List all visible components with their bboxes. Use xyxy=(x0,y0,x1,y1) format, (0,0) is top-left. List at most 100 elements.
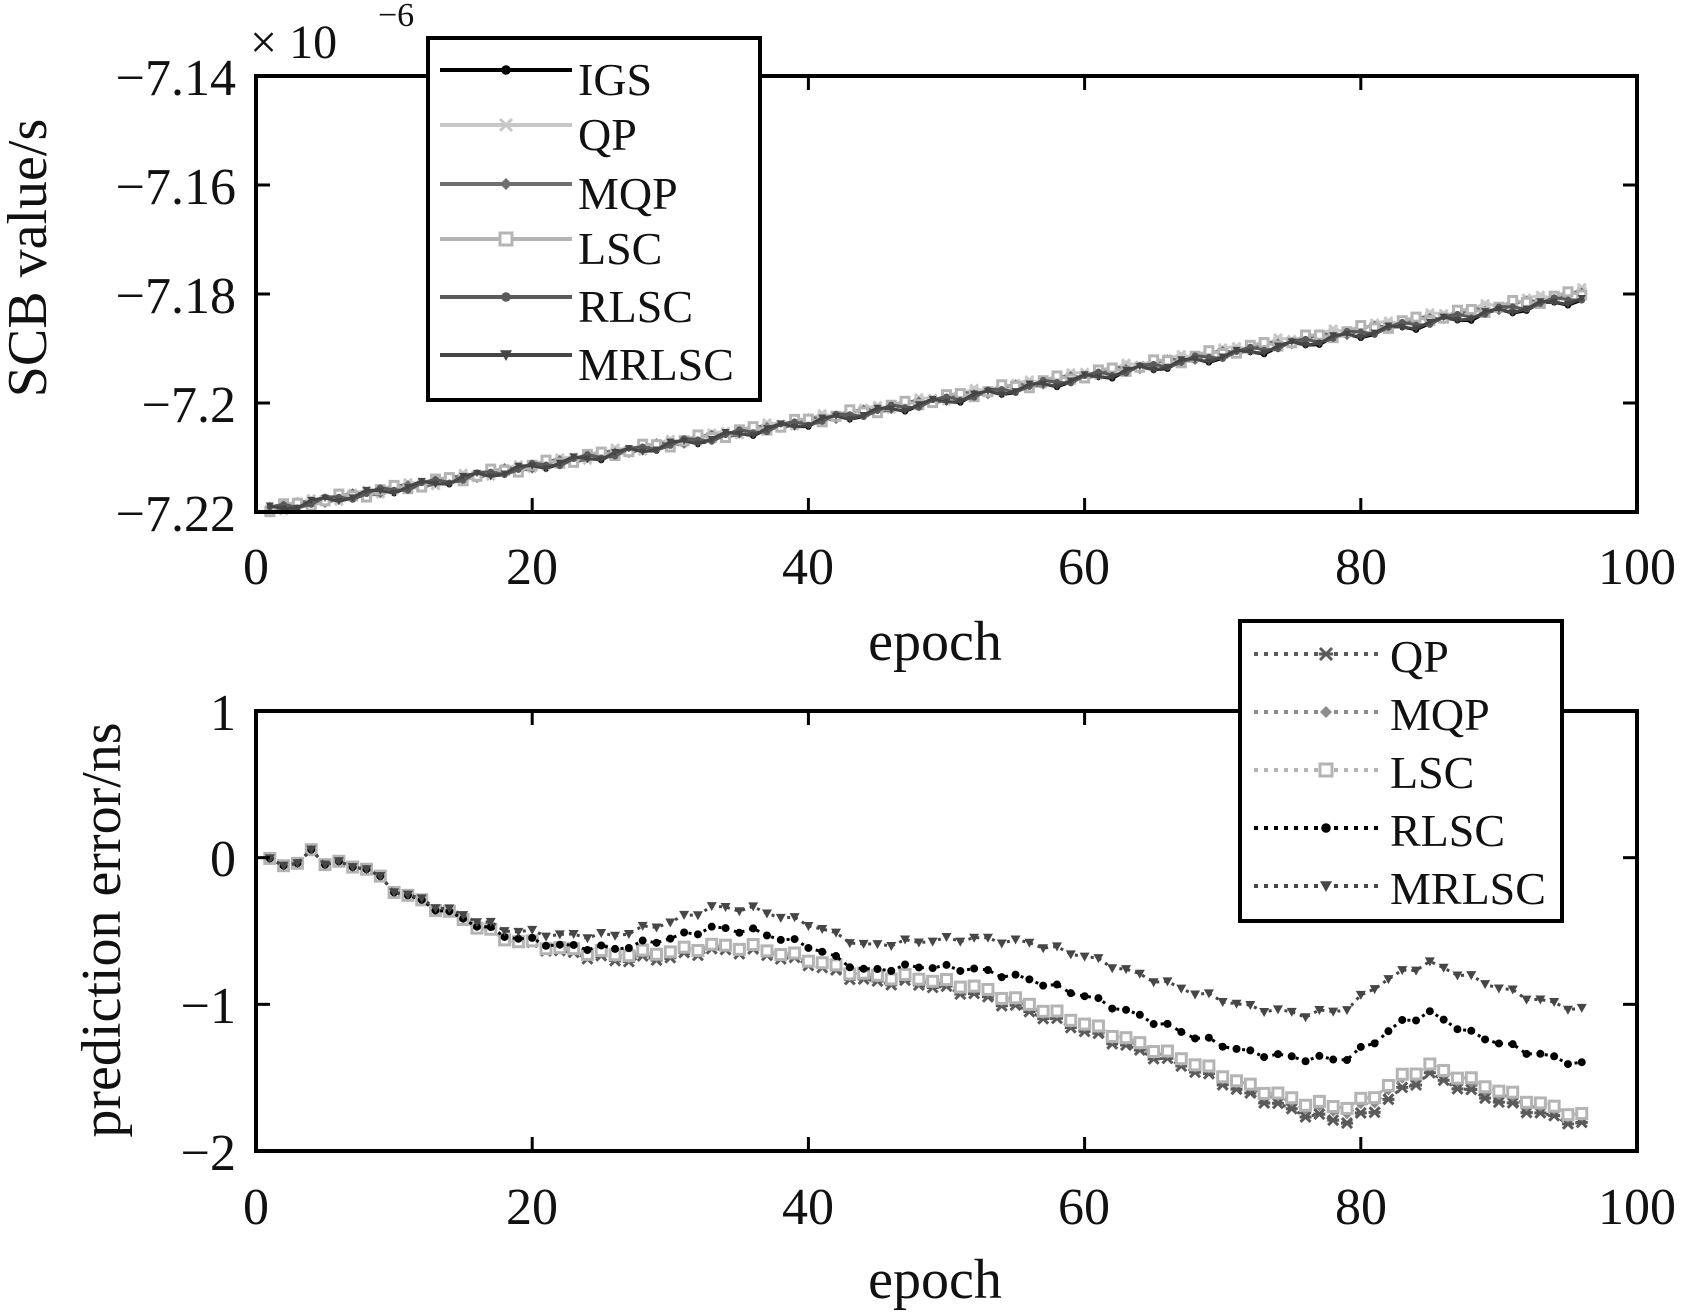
bottom-series-line xyxy=(269,847,1582,1117)
top-data-point xyxy=(569,453,578,461)
bottom-data-point xyxy=(1080,992,1089,1001)
top-data-point xyxy=(1302,335,1309,343)
top-data-point xyxy=(555,459,564,467)
top-chart: −7.14 −7.16 −7.18 −7.2 −7.22 0 20 40 60 … xyxy=(0,0,1676,673)
bottom-data-point xyxy=(1107,964,1118,974)
top-data-point xyxy=(1122,366,1131,374)
bottom-data-point xyxy=(1025,975,1034,984)
top-data-point xyxy=(1052,383,1061,391)
bottom-data-point xyxy=(361,865,372,875)
bottom-data-point xyxy=(1481,1035,1490,1044)
bottom-data-point xyxy=(1260,1053,1269,1062)
top-data-point xyxy=(1205,353,1213,361)
top-legend-label: IGS xyxy=(578,54,652,105)
bottom-data-point xyxy=(1190,990,1201,1000)
top-data-point xyxy=(1328,323,1339,335)
bottom-data-point xyxy=(1301,1057,1310,1066)
bottom-data-point xyxy=(1382,1093,1395,1106)
bottom-data-point xyxy=(499,927,510,937)
bottom-data-point xyxy=(983,965,992,974)
top-data-point xyxy=(362,486,371,495)
top-data-point xyxy=(1563,301,1572,309)
top-legend-marker xyxy=(501,65,511,75)
bottom-data-point xyxy=(1467,1026,1476,1035)
bottom-data-point xyxy=(597,941,606,950)
bottom-x-tick-label: 40 xyxy=(782,1179,834,1236)
bottom-data-point xyxy=(1217,997,1228,1007)
bottom-data-point xyxy=(1065,950,1076,960)
bottom-data-point xyxy=(996,939,1007,949)
top-data-point xyxy=(997,391,1006,399)
bottom-data-point xyxy=(953,980,967,994)
top-data-point xyxy=(1313,329,1325,341)
top-x-tick-label: 40 xyxy=(782,539,834,596)
bottom-data-point xyxy=(1522,1049,1531,1058)
bottom-data-point xyxy=(1052,980,1061,989)
top-data-point xyxy=(735,430,744,438)
bottom-data-point xyxy=(1452,971,1463,981)
top-data-point xyxy=(790,423,799,431)
top-data-point xyxy=(1342,330,1351,339)
bottom-data-point xyxy=(1354,1106,1367,1120)
bottom-data-point xyxy=(1409,1078,1423,1092)
bottom-data-point xyxy=(1232,1044,1241,1053)
bottom-data-point xyxy=(1176,984,1187,994)
top-data-point xyxy=(307,496,316,505)
bottom-y-tick-labels: 1 0 −1 −2 xyxy=(181,685,236,1182)
bottom-data-point xyxy=(734,907,745,917)
bottom-series-lsc xyxy=(263,843,1589,1122)
top-data-point xyxy=(846,411,854,418)
bottom-data-point xyxy=(1191,1034,1200,1043)
bottom-data-point xyxy=(1508,1040,1517,1049)
top-data-point xyxy=(899,395,911,407)
bottom-data-point xyxy=(1079,952,1090,962)
bottom-data-point xyxy=(333,857,344,867)
bottom-data-point xyxy=(320,860,331,870)
bottom-data-point xyxy=(1272,1005,1283,1015)
bottom-data-point xyxy=(1038,944,1049,954)
bottom-data-point xyxy=(444,904,455,914)
bottom-data-point xyxy=(1356,1042,1365,1051)
bottom-data-point xyxy=(1453,1025,1462,1034)
top-exponent-power: −6 xyxy=(378,0,414,34)
bottom-data-point xyxy=(1218,1042,1227,1051)
bottom-data-point xyxy=(1259,1007,1270,1017)
top-data-point xyxy=(1315,340,1324,348)
bottom-data-point xyxy=(719,938,733,952)
bottom-data-point xyxy=(1536,1049,1545,1058)
top-data-point xyxy=(500,470,509,478)
bottom-data-point xyxy=(762,931,771,940)
top-data-point xyxy=(459,472,468,481)
top-data-point xyxy=(1163,364,1172,372)
bottom-data-point xyxy=(1451,1082,1464,1095)
bottom-data-point xyxy=(679,910,690,920)
bottom-data-point xyxy=(1576,1003,1587,1013)
bottom-data-point xyxy=(651,923,662,933)
bottom-data-point xyxy=(542,941,551,950)
top-data-point xyxy=(611,448,620,457)
top-data-point xyxy=(348,494,357,502)
bottom-data-point xyxy=(1450,1071,1464,1085)
bottom-data-point xyxy=(1315,1051,1324,1060)
top-data-point xyxy=(1522,305,1531,313)
bottom-data-point xyxy=(776,935,785,944)
top-data-point xyxy=(749,432,758,440)
top-exponent-base: × 10 xyxy=(250,16,337,69)
bottom-data-point xyxy=(748,902,759,912)
bottom-data-point xyxy=(817,925,828,935)
bottom-legend-label: MRLSC xyxy=(1390,863,1546,914)
top-legend-marker xyxy=(500,350,512,361)
bottom-data-point xyxy=(1340,1117,1354,1130)
top-y-tick-label: −7.22 xyxy=(116,486,236,543)
bottom-data-point xyxy=(1562,1005,1573,1015)
top-data-point xyxy=(818,414,827,422)
top-data-point xyxy=(293,504,302,512)
top-data-point xyxy=(970,390,979,398)
bottom-data-point xyxy=(1412,1016,1421,1025)
bottom-data-point xyxy=(789,913,800,923)
top-data-point xyxy=(1398,323,1407,332)
top-data-point xyxy=(321,494,330,502)
top-data-point xyxy=(1357,328,1365,336)
bottom-data-point xyxy=(666,934,675,943)
